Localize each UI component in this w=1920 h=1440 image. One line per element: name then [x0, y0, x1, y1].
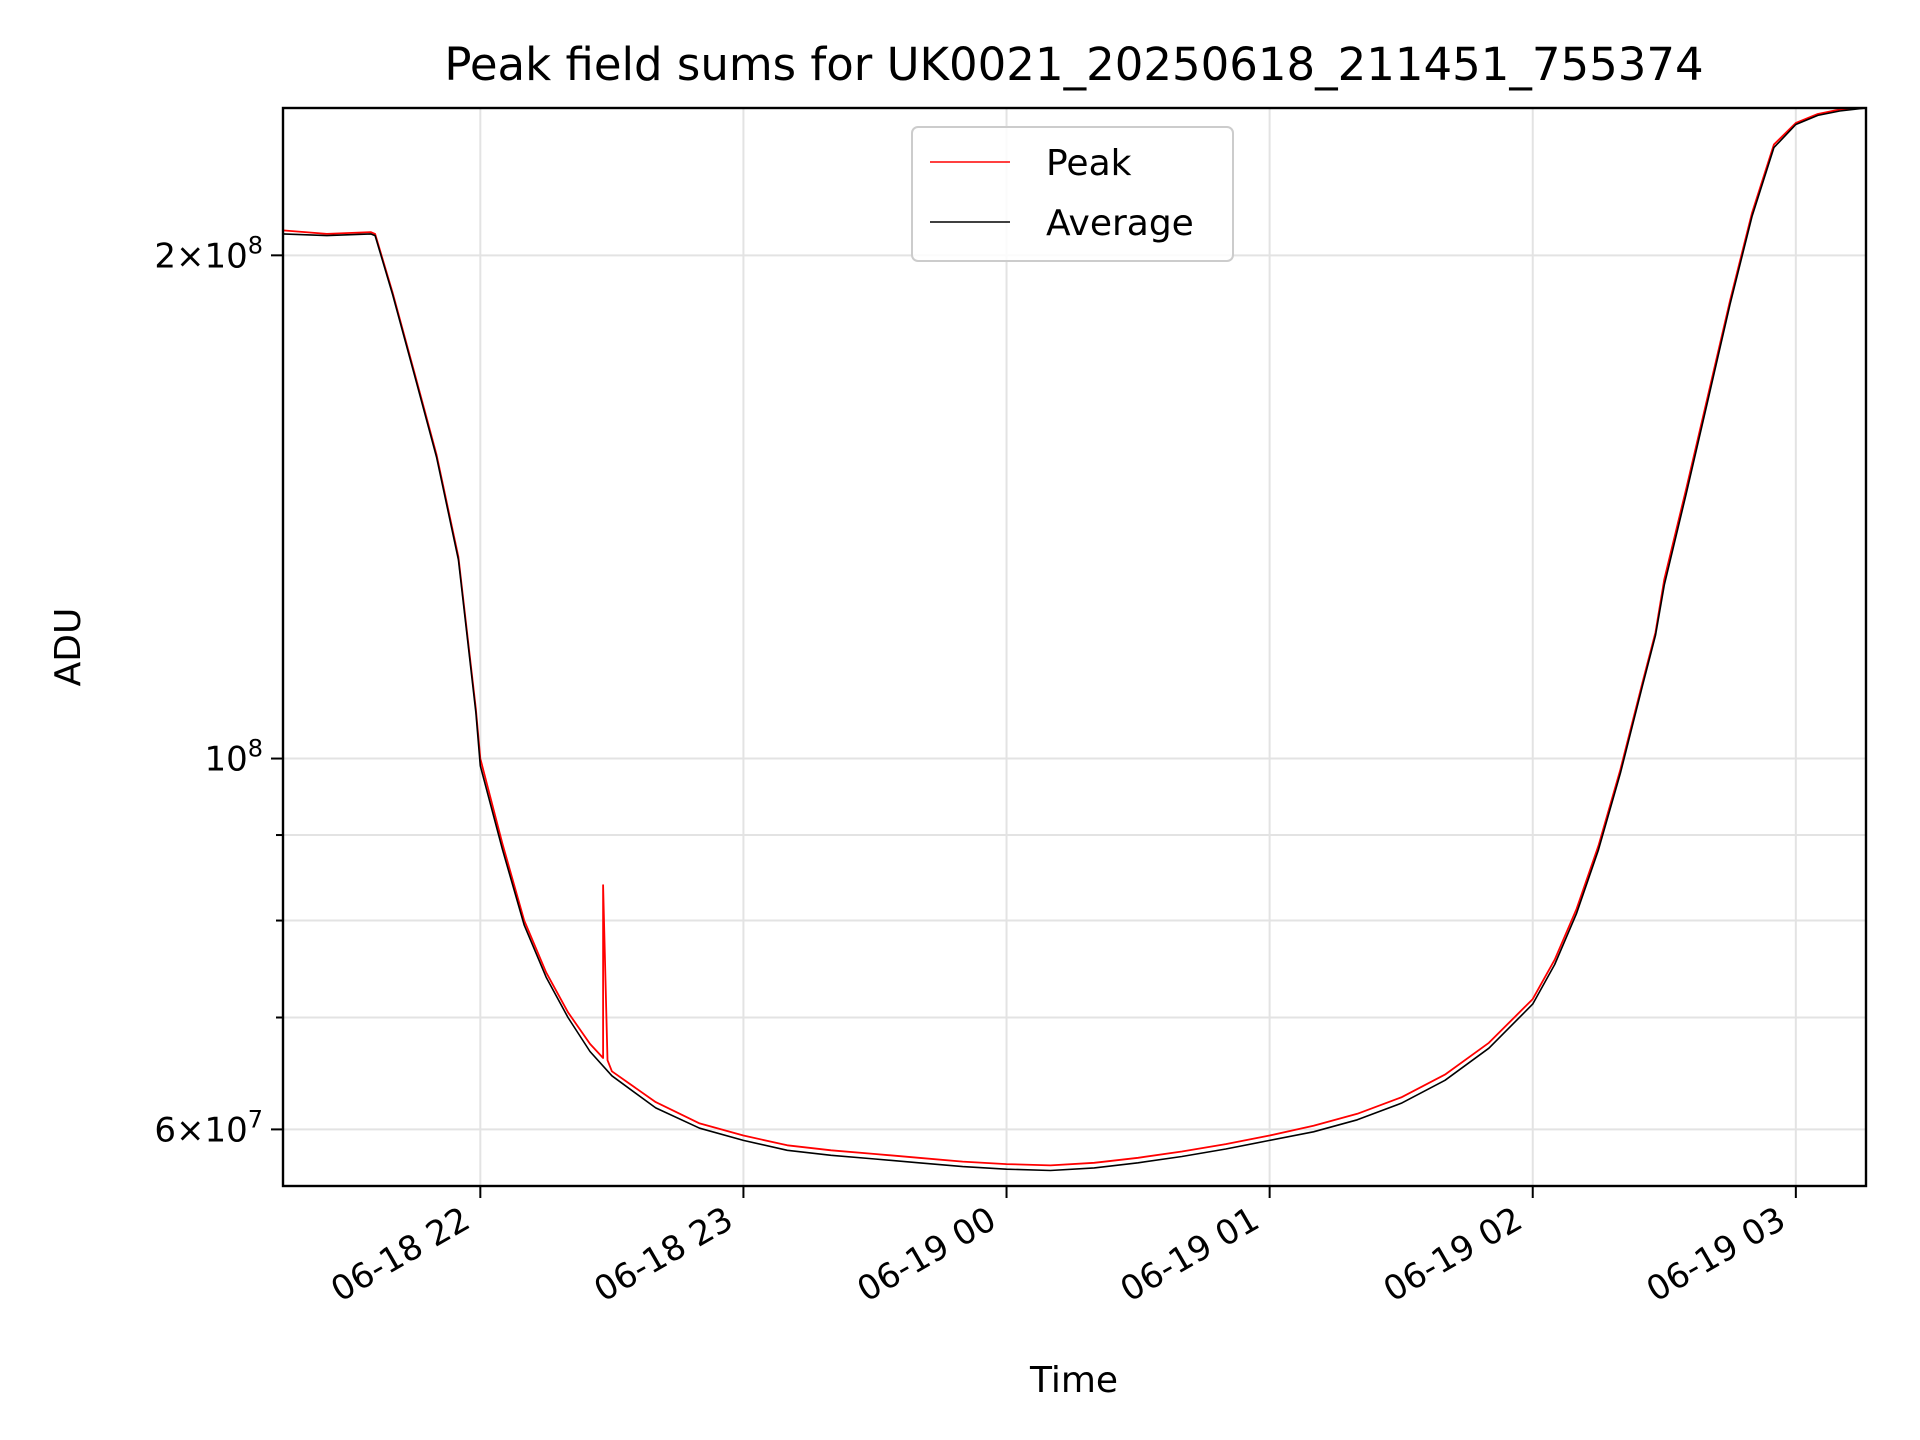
y-axis: 6×107 108 2×108 [154, 231, 283, 1150]
series-line-peak [282, 107, 1867, 1167]
series-layer [282, 107, 1867, 1172]
legend-box [911, 126, 1234, 262]
x-axis-label: Time [1029, 1360, 1118, 1401]
y-tick-label: 2×108 [154, 231, 263, 276]
y-tick-label: 6×107 [154, 1105, 263, 1150]
legend: Peak Average [911, 126, 1234, 262]
y-axis-label: ADU [48, 608, 89, 687]
y-tick-label: 108 [204, 735, 263, 780]
series-line-average [282, 107, 1867, 1172]
plot-frame [281, 106, 1868, 1188]
legend-label-peak: Peak [1046, 143, 1132, 184]
chart-title: Peak field sums for UK0021_20250618_2114… [444, 38, 1703, 91]
legend-label-average: Average [1046, 203, 1194, 244]
grid [283, 108, 1866, 1186]
